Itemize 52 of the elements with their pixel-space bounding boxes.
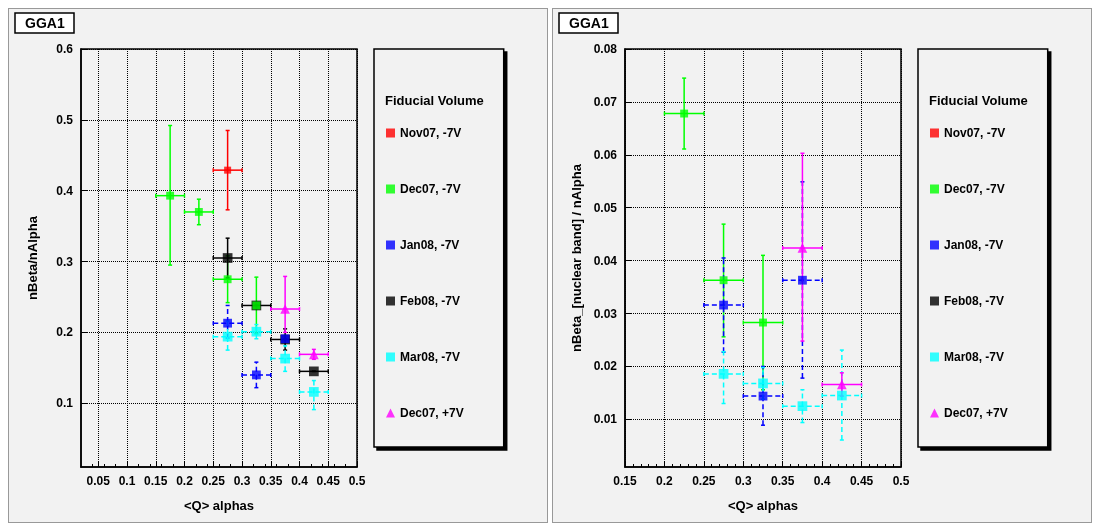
legend-label: Jan08, -7V	[944, 238, 1004, 252]
legend-label: Nov07, -7V	[400, 126, 462, 140]
x-tick-label: 0.35	[771, 474, 795, 488]
x-tick-label: 0.25	[201, 474, 226, 488]
x-tick-label: 0.3	[233, 474, 251, 488]
legend-label: Jan08, -7V	[400, 238, 460, 252]
y-tick-label: 0.4	[56, 183, 74, 198]
y-tick-label: 0.6	[56, 42, 74, 56]
legend-label: Dec07, +7V	[944, 406, 1008, 420]
chart-title: GGA1	[569, 15, 609, 31]
x-axis-title: <Q> alphas	[727, 498, 799, 513]
y-axis-title: nBeta_[nuclear band] / nAlpha	[568, 163, 584, 352]
legend-title: Fiducial Volume	[929, 93, 1028, 108]
legend-label: Nov07, -7V	[944, 126, 1006, 140]
y-tick-label: 0.07	[593, 94, 618, 109]
y-tick-label: 0.3	[56, 254, 74, 269]
x-tick-label: 0.5	[348, 474, 366, 488]
legend-label: Mar08, -7V	[400, 350, 461, 364]
x-tick-label: 0.15	[613, 474, 637, 488]
y-tick-label: 0.02	[593, 359, 618, 374]
x-tick-label: 0.5	[892, 474, 910, 488]
y-tick-label: 0.05	[593, 200, 618, 215]
legend-label: Dec07, +7V	[400, 406, 464, 420]
y-tick-label: 0.01	[593, 412, 618, 427]
x-tick-label: 0.4	[291, 474, 309, 488]
legend-label: Dec07, -7V	[944, 182, 1005, 196]
y-tick-label: 0.06	[593, 147, 618, 162]
x-tick-label: 0.4	[813, 474, 831, 488]
x-tick-label: 0.35	[259, 474, 283, 488]
x-tick-label: 0.05	[86, 474, 111, 488]
x-tick-label: 0.2	[656, 474, 674, 488]
legend-label: Dec07, -7V	[400, 182, 461, 196]
x-tick-label: 0.15	[144, 474, 168, 488]
legend-title: Fiducial Volume	[385, 93, 484, 108]
x-tick-label: 0.25	[692, 474, 716, 488]
y-tick-label: 0.2	[56, 325, 74, 340]
y-axis-title: nBeta/nAlpha	[25, 215, 40, 300]
x-tick-label: 0.45	[316, 474, 341, 488]
x-tick-label: 0.3	[734, 474, 752, 488]
x-tick-label: 0.1	[118, 474, 136, 488]
legend-label: Feb08, -7V	[944, 294, 1005, 308]
x-tick-label: 0.2	[176, 474, 194, 488]
chart-title: GGA1	[25, 15, 65, 31]
y-tick-label: 0.08	[593, 42, 618, 56]
y-tick-label: 0.03	[593, 306, 618, 321]
y-tick-label: 0.04	[593, 253, 618, 268]
legend-label: Feb08, -7V	[400, 294, 461, 308]
x-axis-title: <Q> alphas	[183, 498, 255, 513]
y-tick-label: 0.1	[56, 396, 74, 411]
x-tick-label: 0.45	[849, 474, 874, 488]
y-tick-label: 0.5	[56, 112, 74, 127]
legend-label: Mar08, -7V	[944, 350, 1005, 364]
